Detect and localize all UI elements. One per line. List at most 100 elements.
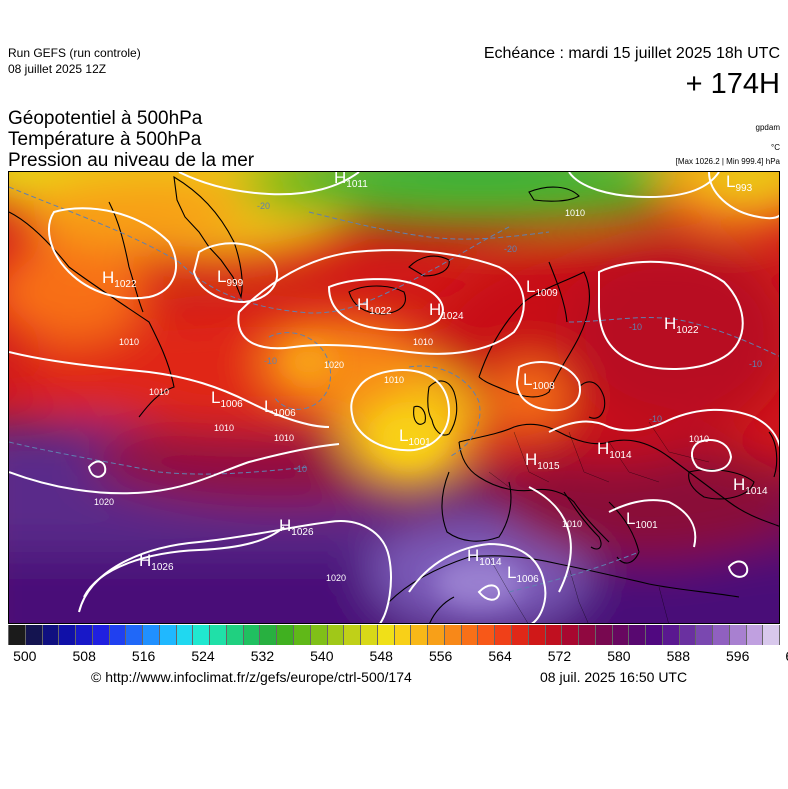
variable-temperature: Température à 500hPa [8,129,202,150]
low-marker: L1001 [399,426,431,448]
colorbar [8,625,781,645]
pressure-max-min: [Max 1026.2 | Min 999.4] hPa [675,157,780,166]
high-marker: H1015 [525,450,560,472]
colorbar-tick-label: 604 [785,648,788,664]
colorbar-tick-label: 564 [488,648,512,664]
temperature-contours [9,186,779,593]
temperature-label: -10 [629,322,642,332]
colorbar-swatch [294,625,311,645]
low-marker: L1001 [626,509,658,531]
colorbar-tick-label: 532 [250,648,275,664]
temperature-label: -20 [257,201,270,211]
colorbar-tick-label: 548 [369,648,393,664]
colorbar-tick-label: 580 [607,648,631,664]
colorbar-labels: 500 508 516 524 532 540 548 556 564 572 580 588 596 6… [8,648,788,666]
high-marker: H1011 [334,172,368,190]
isobar-label: 1010 [384,375,404,385]
colorbar-swatch [277,625,295,645]
low-pressure-centers: L999 L993 L1009 L1008 L1006 L1006 L1001 … [211,172,753,585]
colorbar-swatch [260,625,278,645]
colorbar-swatch [579,625,596,645]
colorbar-swatch [310,625,328,645]
colorbar-swatch [696,625,714,645]
colorbar-swatch [662,625,680,645]
colorbar-swatch [511,625,529,645]
high-marker: H1022 [664,314,699,336]
unit-degc: °C [771,143,780,152]
colorbar-swatch [746,625,764,645]
generated-time: 08 juil. 2025 16:50 UTC [540,669,688,685]
high-marker: H1022 [357,295,392,317]
isobar-label: 1010 [119,337,139,347]
isobar-label: 1010 [149,387,169,397]
high-marker: H1014 [597,439,632,461]
colorbar-swatch [109,625,127,645]
run-date: 08 juillet 2025 12Z [8,62,107,76]
high-marker: H1024 [429,300,464,322]
high-marker: H1026 [279,516,314,538]
high-marker: H1014 [733,475,768,497]
colorbar-swatch [193,625,211,645]
isobar-labels: 1010 1010 1020 1010 1010 1010 1010 1020 … [94,208,709,583]
colorbar-swatch [327,625,345,645]
colorbar-swatch [713,625,730,645]
colorbar-swatch [243,625,261,645]
weather-map[interactable]: H1022 H1011 H1022 H1024 H1022 H1015 H101… [8,171,780,624]
isobar-label: 1020 [324,360,344,370]
colorbar-tick-label: 556 [428,648,453,664]
colorbar-swatch [763,625,781,645]
colorbar-swatch [428,625,445,645]
temperature-label: -10 [749,359,762,369]
forecast-time: Echéance : mardi 15 juillet 2025 18h UTC [483,45,780,62]
colorbar-swatch [377,625,395,645]
run-title: Run GEFS (run controle) [8,46,141,60]
colorbar-swatch [176,625,194,645]
low-marker: L993 [726,172,753,194]
colorbar-swatch [629,625,647,645]
lead-time: + 174H [685,68,780,100]
variable-pressure: Pression au niveau de la mer [8,150,255,171]
colorbar-swatch [411,625,429,645]
isobar-label: 1010 [689,434,709,444]
colorbar-swatch [8,625,26,645]
colorbar-swatch [545,625,563,645]
temperature-label: -10 [649,414,662,424]
colorbar-tick-label: 572 [547,648,572,664]
colorbar-swatch [59,625,77,645]
colorbar-swatch [25,625,43,645]
isobars [9,172,779,623]
isobar-label: 1010 [562,519,582,529]
isobar-label: 1020 [94,497,114,507]
colorbar-swatch [595,625,613,645]
low-marker: L1009 [526,277,558,299]
isobar-label: 1020 [326,573,346,583]
colorbar-swatch [126,625,144,645]
high-marker: H1026 [139,551,174,573]
isobar-label: 1010 [413,337,433,347]
colorbar-swatch [679,625,697,645]
low-marker: L1006 [211,388,243,410]
colorbar-swatch [159,625,177,645]
colorbar-swatch [226,625,244,645]
high-marker: H1022 [102,268,137,290]
isobar-label: 1010 [274,433,294,443]
high-pressure-centers: H1022 H1011 H1022 H1024 H1022 H1015 H101… [102,172,768,573]
copyright-url[interactable]: © http://www.infoclimat.fr/z/gefs/europe… [91,669,412,685]
temperature-label: -20 [504,244,517,254]
colorbar-tick-label: 500 [13,648,37,664]
colorbar-swatch [478,625,496,645]
colorbar-tick-label: 588 [666,648,690,664]
unit-gpdam: gpdam [755,123,780,132]
colorbar-tick-label: 524 [191,648,215,664]
geopotential-field [9,172,779,623]
temperature-label: -10 [264,356,277,366]
high-marker: H1014 [467,546,502,568]
colorbar-swatch [361,625,378,645]
colorbar-tick-label: 516 [131,648,156,664]
colorbar-swatch [612,625,630,645]
low-marker: L1006 [507,563,539,585]
colorbar-swatch [729,625,747,645]
low-marker: L1008 [523,370,555,392]
isobar-label: 1010 [214,423,234,433]
colorbar-swatch [92,625,110,645]
